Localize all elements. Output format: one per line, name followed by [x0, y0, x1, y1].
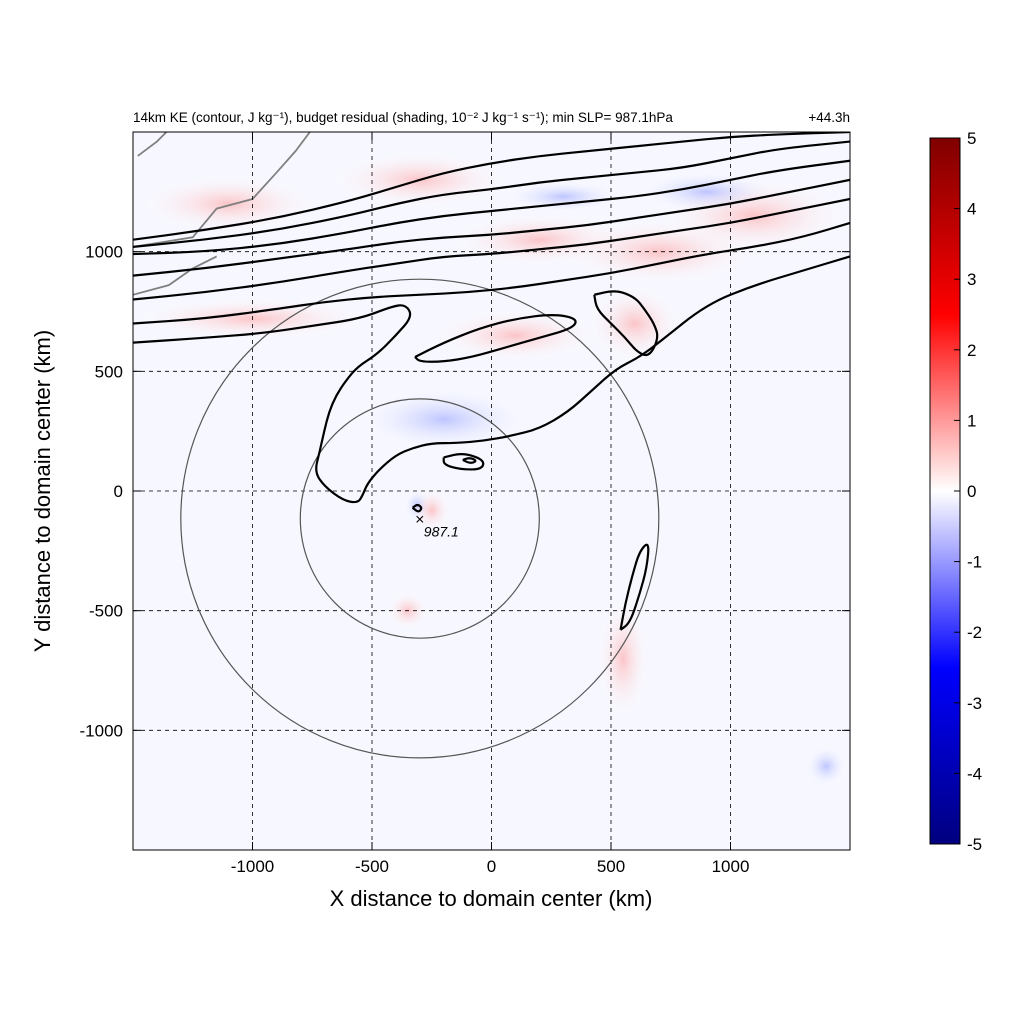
x-axis-label: X distance to domain center (km) — [330, 886, 653, 911]
colorbar-tick-label: -4 — [967, 764, 982, 783]
colorbar-tick-label: 3 — [967, 270, 976, 289]
colorbar-tick-label: 4 — [967, 200, 976, 219]
y-tick-label: 1000 — [85, 243, 123, 262]
contour-jet-2 — [133, 140, 850, 248]
y-tick-label: 500 — [95, 362, 123, 381]
colorbar-tick-label: -5 — [967, 835, 982, 854]
coastline-line — [137, 132, 168, 157]
contour-jet-3 — [133, 159, 850, 256]
contour-small-ring-1 — [442, 453, 485, 471]
y-tick-label: 0 — [114, 482, 123, 501]
y-axis: -1000 -500 0 500 1000 — [80, 243, 850, 740]
contour-east-blob — [593, 290, 659, 357]
shading-patch — [596, 596, 650, 721]
contour-jet-4 — [133, 178, 850, 277]
chart-title: 14km KE (contour, J kg⁻¹), budget residu… — [133, 110, 673, 125]
contour-southeast-band — [619, 543, 650, 631]
colorbar-tick-label: 1 — [967, 411, 976, 430]
range-ring — [180, 278, 660, 759]
colorbar-ticks: 5 4 3 2 1 0 -1 -2 -3 -4 -5 — [954, 129, 982, 854]
coastline-line — [133, 255, 218, 296]
shading-patch — [501, 179, 626, 214]
colorbar-tick-label: 5 — [967, 129, 976, 148]
contour-jet-6 — [133, 221, 850, 325]
shading-patch — [634, 170, 779, 214]
colorbar-tick-label: 0 — [967, 482, 976, 501]
shading-patch — [137, 175, 320, 233]
contour-core-ring — [411, 503, 423, 513]
x-tick-label: -1000 — [231, 857, 274, 876]
range-ring — [299, 398, 540, 639]
x-tick-label: 500 — [597, 857, 625, 876]
shading-patch — [412, 488, 451, 532]
shading-patch — [804, 744, 848, 788]
plot-area — [133, 132, 850, 850]
x-axis: -1000 -500 0 500 1000 — [231, 132, 750, 876]
x-tick-label: 1000 — [712, 857, 750, 876]
y-axis-label: Y distance to domain center (km) — [30, 330, 55, 652]
colorbar-tick-label: -2 — [967, 623, 982, 642]
storm-center-marker: × 987.1 — [415, 512, 459, 540]
x-tick-label: 0 — [487, 857, 496, 876]
x-tick-label: -500 — [355, 857, 389, 876]
contour-jet-1 — [133, 132, 850, 241]
contour-small-ring-2 — [462, 457, 477, 464]
y-tick-label: -500 — [89, 602, 123, 621]
colorbar-tick-label: -3 — [967, 694, 982, 713]
time-label: +44.3h — [808, 110, 850, 125]
colorbar: 5 4 3 2 1 0 -1 -2 -3 -4 -5 — [929, 129, 982, 854]
colorbar-tick-label: -1 — [967, 553, 982, 572]
contour-trough-loop — [414, 313, 577, 363]
colorbar-tick-label: 2 — [967, 341, 976, 360]
range-rings — [180, 278, 660, 759]
min-slp-label: 987.1 — [424, 524, 459, 540]
contour-jet-5 — [133, 197, 850, 301]
ke-contours — [133, 132, 850, 631]
contour-trough-outer — [133, 255, 850, 504]
storm-marker-symbol: × — [415, 512, 424, 529]
y-tick-label: -1000 — [80, 721, 123, 740]
shading-patch — [352, 385, 535, 453]
